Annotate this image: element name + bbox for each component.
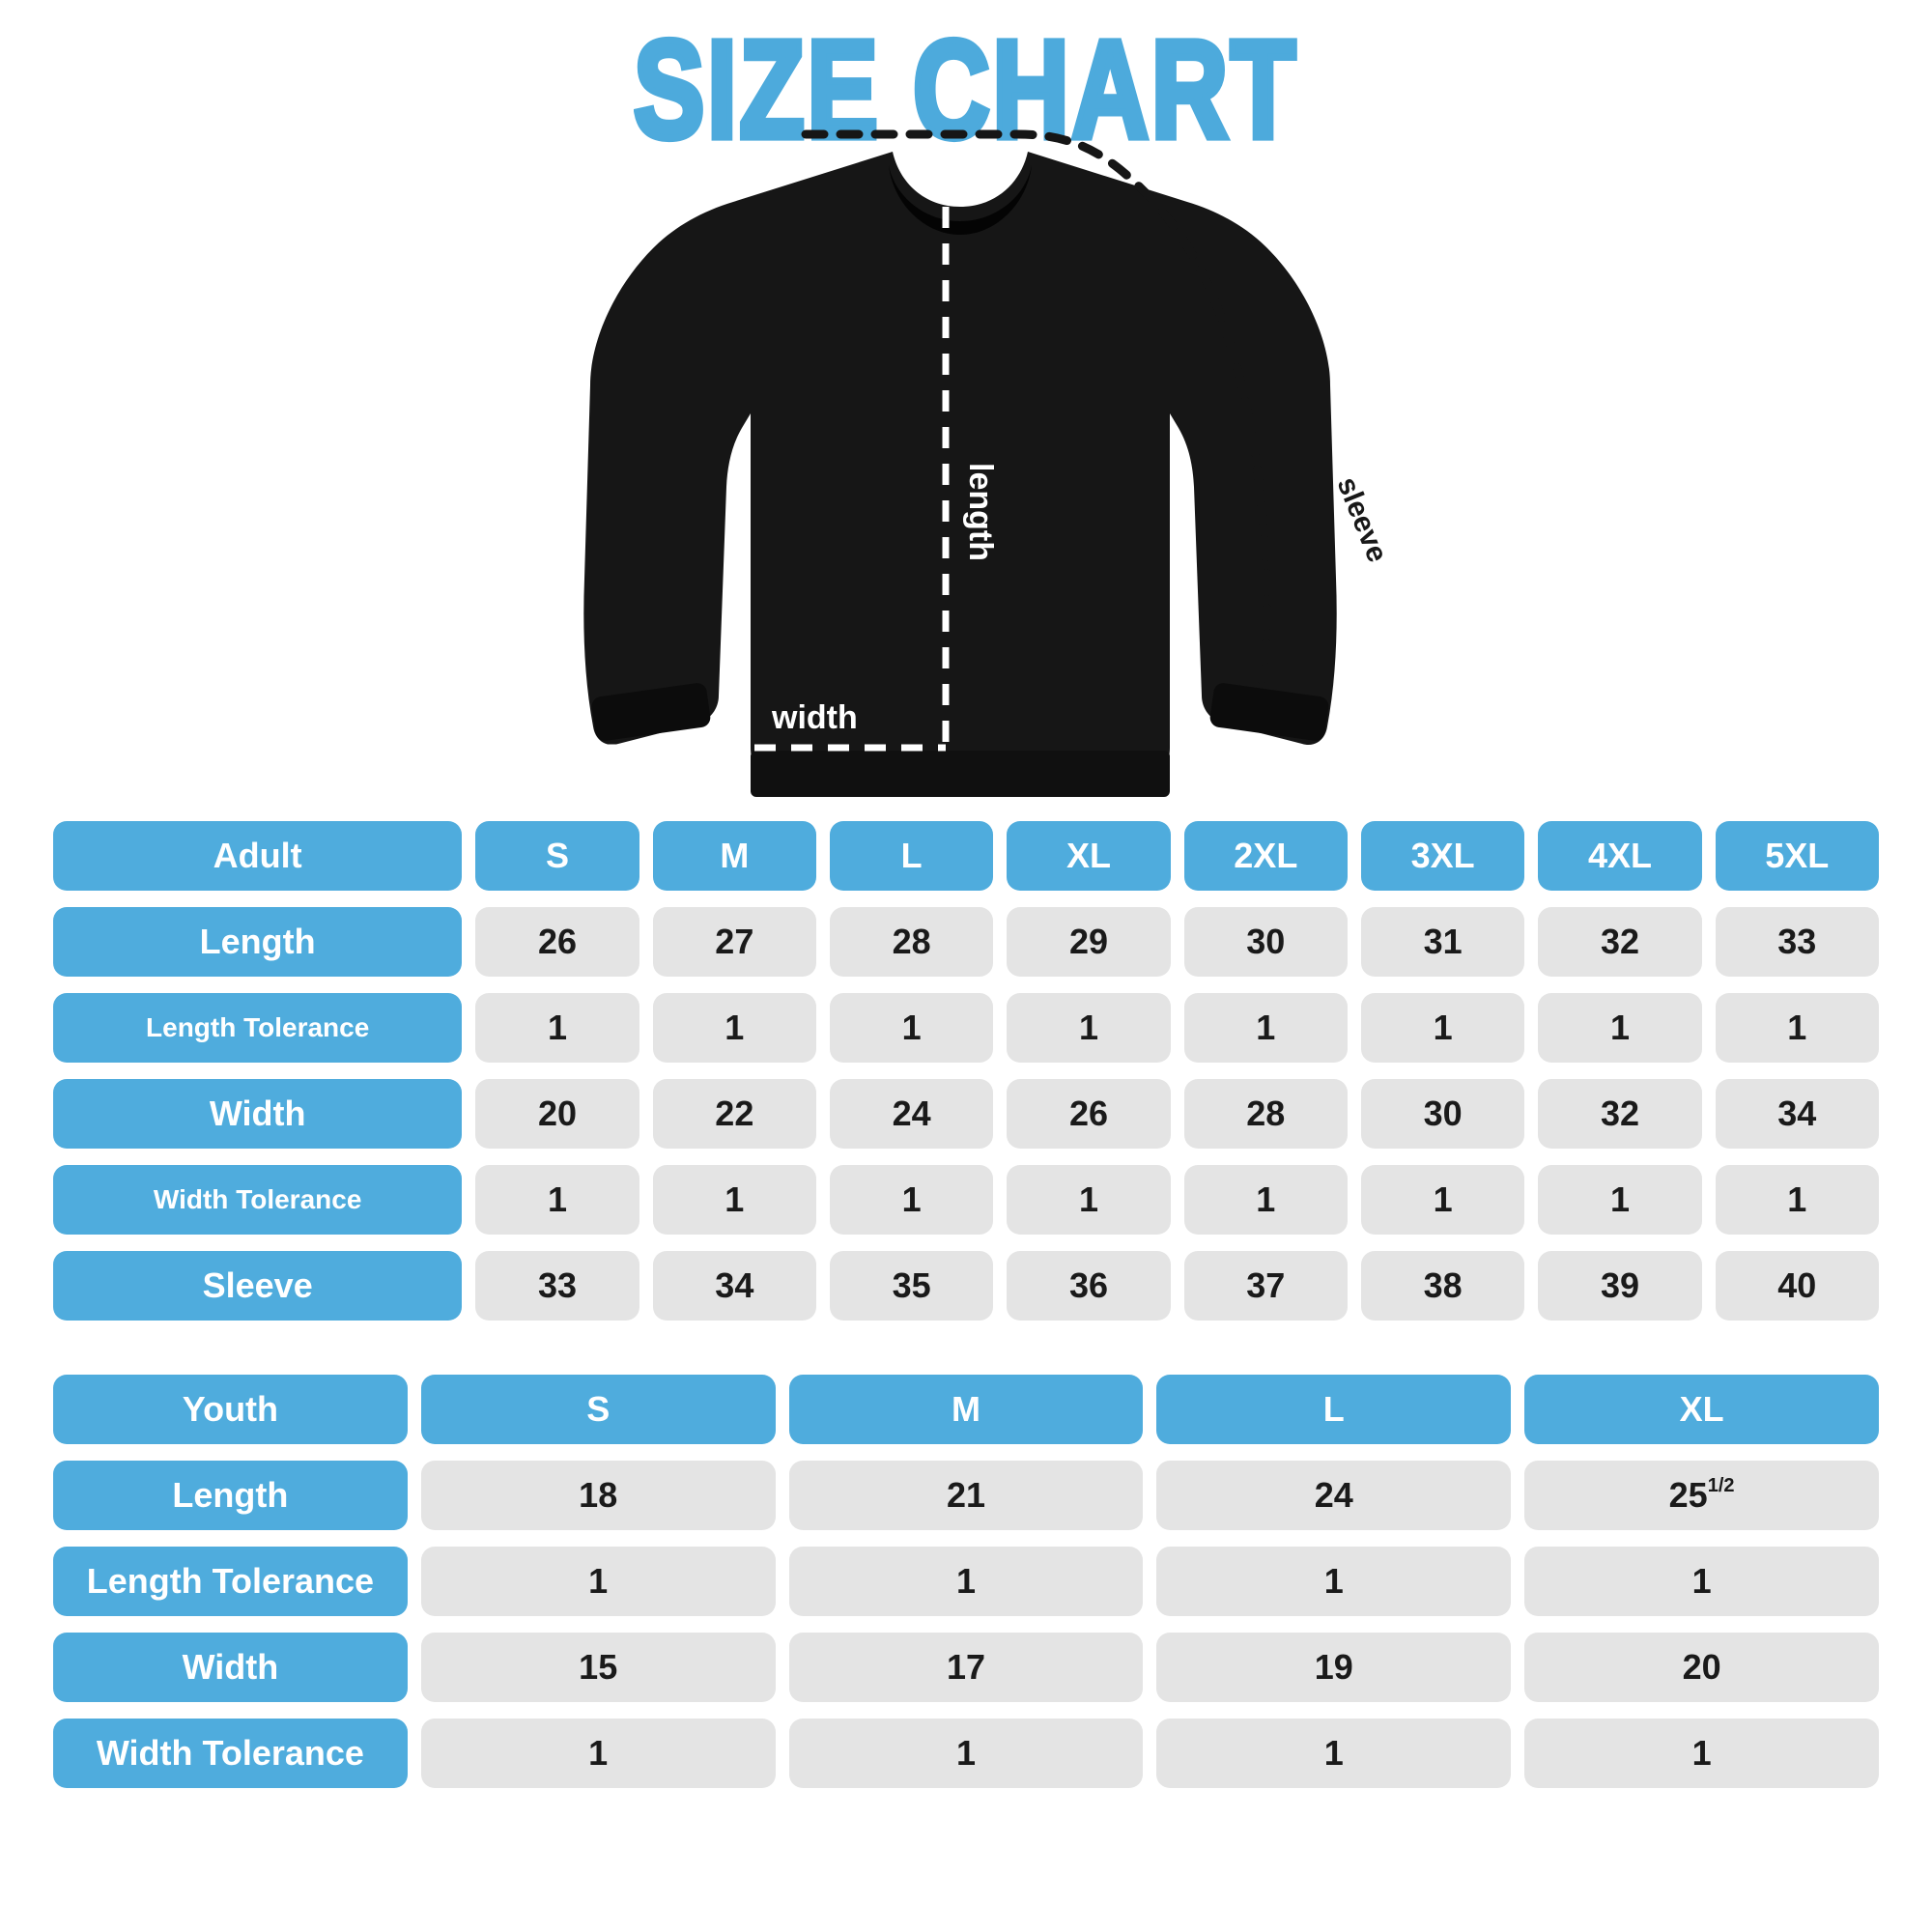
svg-text:length: length: [962, 463, 999, 561]
svg-text:sleeve: sleeve: [1331, 472, 1394, 566]
svg-text:width: width: [771, 699, 858, 736]
